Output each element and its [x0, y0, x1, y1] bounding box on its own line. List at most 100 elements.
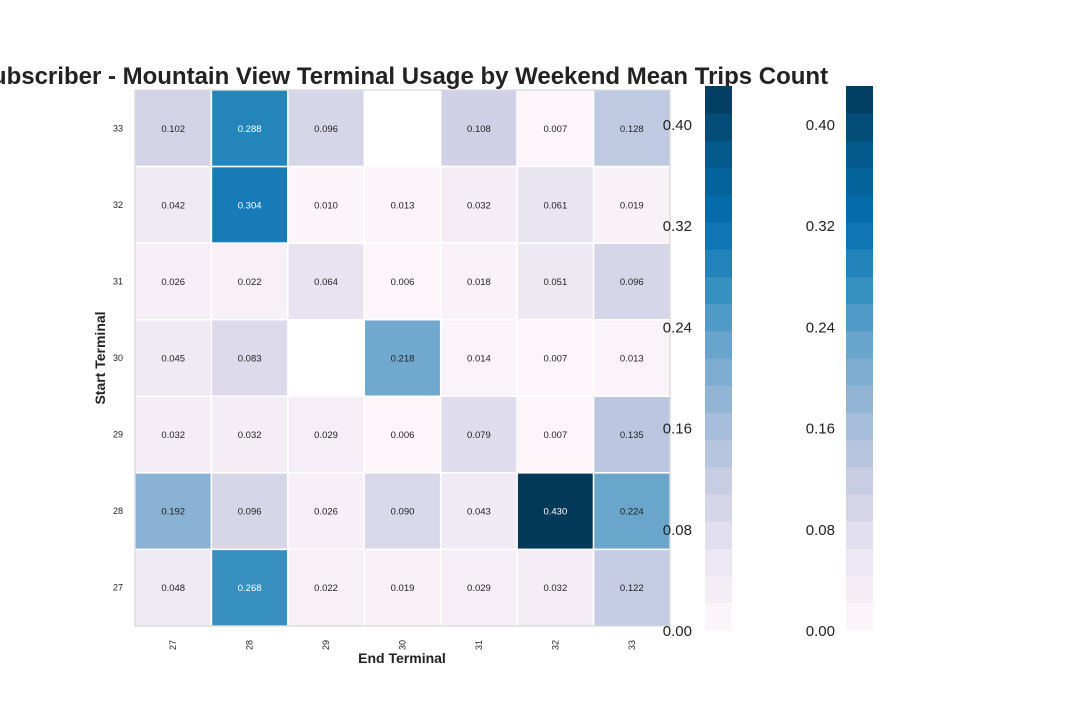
y-tick-labels: 33 32 31 30 29 28 27 — [113, 123, 123, 592]
y-tick-label: 28 — [113, 506, 123, 516]
cell-value-label: 0.051 — [543, 277, 567, 288]
colorbar-segment — [846, 113, 873, 141]
colorbar: 0.00 0.08 0.16 0.24 0.32 0.40 — [663, 86, 732, 640]
x-tick-label: 29 — [321, 640, 331, 650]
colorbar-tick-label: 0.32 — [663, 218, 692, 235]
cell-value-label: 0.018 — [467, 277, 491, 288]
colorbar-segment — [705, 548, 732, 577]
colorbar-segment — [705, 439, 732, 468]
y-tick-label: 32 — [113, 200, 123, 210]
cell-value-label: 0.029 — [467, 583, 491, 594]
heatmap-cell — [592, 548, 671, 627]
colorbar-segment — [846, 276, 873, 305]
colorbar-segment — [846, 494, 873, 522]
colorbar-tick-label: 0.16 — [806, 421, 835, 438]
colorbar-segment — [705, 575, 732, 604]
colorbar-segment — [705, 358, 732, 386]
colorbar-tick-label: 0.32 — [806, 218, 835, 235]
heatmap-cell — [439, 242, 518, 321]
cell-value-label: 0.224 — [620, 507, 644, 518]
heatmap-cell — [363, 318, 442, 398]
cell-value-label: 0.045 — [161, 354, 185, 365]
x-axis-label: End Terminal — [358, 650, 446, 666]
heatmap-cell — [363, 242, 442, 321]
colorbar-segment — [705, 276, 732, 305]
colorbar-segment — [846, 521, 873, 549]
colorbar-segment — [705, 194, 732, 223]
cell-value-label: 0.096 — [620, 277, 644, 288]
heatmap-cell — [363, 165, 442, 244]
cell-value-label: 0.268 — [238, 583, 262, 594]
colorbar-segment — [846, 194, 873, 223]
colorbar-tick-label: 0.24 — [806, 319, 835, 336]
cell-value-label: 0.128 — [620, 124, 644, 135]
colorbar: 0.00 0.08 0.16 0.24 0.32 0.40 — [806, 86, 873, 640]
heatmap-cell — [516, 165, 595, 244]
colorbar-segment — [846, 575, 873, 604]
colorbar-segment — [705, 303, 732, 332]
colorbar-segment — [846, 140, 873, 169]
cell-value-label: 0.013 — [391, 200, 415, 211]
cell-value-label: 0.122 — [620, 583, 644, 594]
cell-value-label: 0.043 — [467, 507, 491, 518]
x-tick-label: 28 — [245, 640, 255, 650]
heatmap-cell — [287, 472, 366, 551]
y-tick-label: 33 — [113, 123, 123, 133]
cell-value-label: 0.022 — [314, 583, 338, 594]
heatmap-cell — [516, 242, 595, 321]
colorbar-segment — [846, 548, 873, 577]
colorbar-segment — [705, 494, 732, 522]
y-tick-label: 31 — [113, 276, 123, 286]
x-tick-label: 32 — [550, 640, 560, 650]
colorbar-segment — [846, 167, 873, 196]
x-tick-labels: 27 28 29 30 31 32 33 — [168, 640, 637, 650]
cell-value-label: 0.019 — [391, 583, 415, 594]
colorbar-segment — [705, 222, 732, 250]
cell-value-label: 0.010 — [314, 200, 338, 211]
heatmap-cell — [516, 548, 595, 627]
colorbar-segment — [705, 330, 732, 359]
colorbar-segment — [846, 303, 873, 332]
chart-title: Subscriber - Mountain View Terminal Usag… — [0, 63, 828, 90]
cell-value-label: 0.096 — [314, 124, 338, 135]
colorbar-segment — [846, 439, 873, 468]
cell-value-label: 0.048 — [161, 583, 185, 594]
colorbar-tick-label: 0.00 — [806, 623, 835, 640]
colorbar-tick-label: 0.08 — [663, 522, 692, 539]
heatmap-cell — [210, 548, 289, 627]
y-tick-label: 27 — [113, 583, 123, 593]
heatmap-cell — [592, 472, 671, 551]
cell-value-label: 0.430 — [543, 507, 567, 518]
cell-value-label: 0.014 — [467, 354, 491, 365]
plot-frame — [134, 89, 671, 627]
heatmap-cell — [439, 548, 518, 627]
heatmap-cell — [592, 89, 671, 168]
cell-value-label: 0.096 — [238, 507, 262, 518]
colorbar-segment — [705, 167, 732, 196]
heatmap-cell — [516, 472, 595, 551]
heatmap-cell — [134, 242, 213, 321]
cell-value-label: 0.288 — [238, 124, 262, 135]
colorbar-segment — [705, 249, 732, 277]
cell-value-label: 0.032 — [467, 200, 491, 211]
colorbar-segment — [705, 466, 732, 495]
cell-value-label: 0.006 — [391, 277, 415, 288]
colorbar-tick-label: 0.40 — [663, 117, 692, 134]
colorbar-segment — [705, 602, 732, 631]
heatmap-cell — [134, 395, 213, 474]
colorbar-segment — [705, 86, 732, 114]
heatmap-cell — [210, 318, 289, 398]
y-axis-label: Start Terminal — [92, 311, 108, 404]
heatmap-cell — [439, 395, 518, 474]
cell-value-label: 0.032 — [238, 430, 262, 441]
colorbar-tick-label: 0.24 — [663, 319, 692, 336]
cell-value-label: 0.090 — [391, 507, 415, 518]
cell-value-label: 0.192 — [161, 507, 185, 518]
heatmap-cell — [287, 548, 366, 627]
cell-value-label: 0.079 — [467, 430, 491, 441]
colorbar-segment — [846, 358, 873, 386]
colorbar-segment — [846, 385, 873, 413]
y-tick-label: 30 — [113, 353, 123, 363]
cell-value-label: 0.026 — [161, 277, 185, 288]
colorbar-tick-label: 0.08 — [806, 522, 835, 539]
